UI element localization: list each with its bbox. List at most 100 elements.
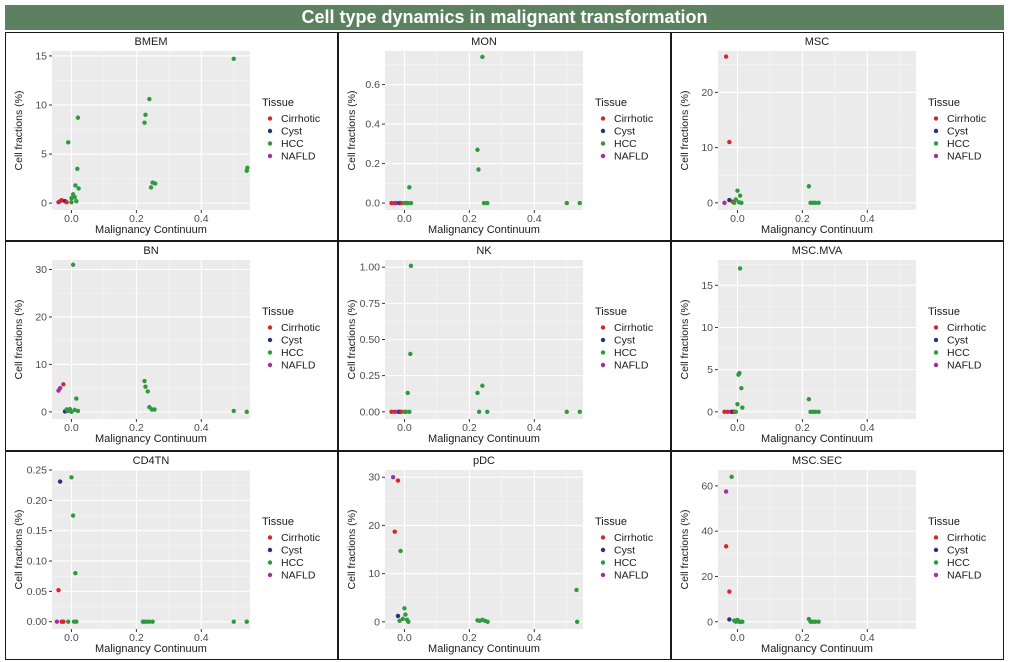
panel-title: BN [143,245,158,257]
y-axis-label: Cell fractions (%) [13,510,25,590]
data-point-cirrhotic [727,139,732,145]
data-point-cirrhotic [64,199,69,205]
legend-title: Tissue [262,97,294,109]
legend-label: NAFLD [281,151,316,163]
data-point-cirrhotic [399,409,404,414]
y-tick-label: 0 [41,198,47,210]
data-point-hcc [148,185,154,190]
legend-label: HCC [614,138,637,150]
data-point-hcc [739,386,744,391]
y-tick-label: 0.0 [365,198,380,210]
legend-label: Cirrhotic [281,113,320,125]
data-point-hcc [74,396,79,401]
legend-title: Tissue [262,516,294,528]
data-point-hcc [398,548,403,554]
data-point-hcc [231,619,236,624]
legend-marker-hcc [600,560,606,565]
legend-title: Tissue [595,306,627,318]
legend-marker-nafld [267,153,273,159]
x-tick-label: 0.2 [795,213,810,225]
y-axis-label: Cell fractions (%) [679,510,691,590]
legend-label: Cyst [947,545,968,557]
data-point-hcc [574,587,579,593]
y-tick-label: 0 [41,406,47,418]
legend-marker-cyst [267,337,273,343]
panel-title: MSC [805,36,830,48]
y-tick-label: 60 [701,480,713,492]
x-tick-label: 0.4 [194,632,209,644]
data-point-cirrhotic [725,409,730,415]
legend-label: HCC [614,347,637,359]
figure-title: Cell type dynamics in malignant transfor… [5,5,1004,30]
data-point-hcc [485,409,490,414]
data-point-cirrhotic [723,54,729,59]
data-point-hcc [245,165,250,170]
legend-marker-cirrhotic [600,325,606,330]
plot-background [52,260,250,419]
y-tick-label: 0.00 [360,406,381,418]
data-point-hcc [816,619,821,624]
legend-marker-hcc [267,141,273,146]
data-point-hcc [806,184,812,189]
data-point-cyst [57,479,63,484]
panel-bn: BN 0.0 0.2 0.4 0 10 20 30 Malignancy Continuum Ce… [13,245,320,445]
x-axis-label: Malignancy Continuum [761,224,873,236]
x-tick-label: 0.0 [730,632,745,644]
plot-background [718,51,916,210]
legend-label: HCC [281,557,304,569]
data-point-hcc [564,200,569,206]
y-tick-label: 0.15 [27,525,48,537]
plot-background [718,260,916,419]
legend-label: Cyst [614,335,635,347]
panel-title: NK [476,245,492,257]
legend-marker-cyst [267,547,273,553]
y-tick-label: 30 [368,472,380,484]
data-point-nafld [54,619,60,624]
data-point-hcc [153,181,158,186]
y-axis-label: Cell fractions (%) [346,510,358,590]
y-tick-label: 10 [701,322,713,334]
x-tick-label: 0.0 [397,213,412,225]
legend-marker-cirrhotic [267,325,273,330]
legend-label: Cyst [281,335,302,347]
legend-marker-cirrhotic [933,116,939,121]
data-point-hcc [73,183,78,188]
data-point-hcc [485,619,490,624]
y-tick-label: 10 [701,142,713,154]
data-point-hcc [564,409,569,414]
y-tick-label: 30 [35,264,47,276]
data-point-cirrhotic [56,587,61,593]
x-tick-label: 0.4 [860,422,875,434]
x-tick-label: 0.0 [64,213,79,225]
legend-label: NAFLD [614,570,649,582]
y-tick-label: 0.20 [27,495,48,507]
legend-marker-nafld [933,362,939,368]
data-point-hcc [480,54,485,60]
y-tick-label: 0.50 [360,334,381,346]
legend-title: Tissue [262,306,294,318]
data-point-hcc [70,513,76,518]
y-axis-label: Cell fractions (%) [679,300,691,380]
data-point-hcc [76,186,81,191]
data-point-hcc [740,619,745,624]
data-point-hcc [739,200,744,206]
panel-title: MSC.MVA [792,245,843,257]
data-point-cyst [727,197,732,203]
legend-label: NAFLD [614,151,649,163]
x-tick-label: 0.2 [462,213,477,225]
panel-cd4tn: CD4TN 0.0 0.2 0.4 0.00 0.05 0.10 0.15 0.20 0.25 Ma… [13,455,320,655]
data-point-cyst [727,617,732,622]
legend-label: HCC [947,347,970,359]
legend-marker-nafld [600,153,606,159]
data-point-nafld [57,385,63,391]
data-point-hcc [733,409,739,415]
data-point-hcc [408,263,414,268]
x-tick-label: 0.0 [397,632,412,644]
data-point-hcc [74,619,79,624]
legend-marker-cirrhotic [600,116,606,121]
legend-title: Tissue [928,516,960,528]
y-tick-label: 0.05 [27,586,48,598]
y-tick-label: 0.10 [27,556,48,568]
panel-title: pDC [473,455,495,467]
